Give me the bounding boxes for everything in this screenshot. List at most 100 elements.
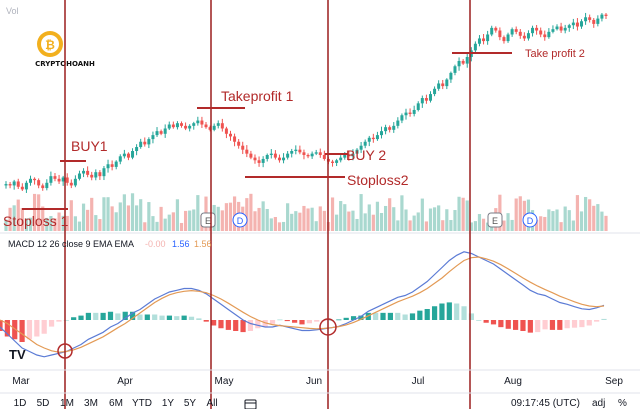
macd-hist-bar bbox=[292, 320, 298, 323]
candle-body bbox=[269, 153, 273, 155]
candle-body bbox=[131, 151, 135, 158]
volume-bar bbox=[432, 207, 437, 231]
event-marker-d[interactable]: D bbox=[232, 212, 248, 228]
volume-bar bbox=[294, 211, 298, 231]
tradingview-logo[interactable]: TV bbox=[9, 347, 26, 362]
volume-bar bbox=[412, 215, 416, 231]
range-button-1d[interactable]: 1D bbox=[14, 398, 27, 409]
candle-body bbox=[257, 160, 261, 163]
volume-bar bbox=[375, 201, 380, 231]
macd-hist-bar bbox=[48, 320, 55, 327]
macd-hist-bar bbox=[439, 303, 445, 320]
event-marker-d2[interactable]: D bbox=[522, 212, 538, 228]
volume-bar bbox=[567, 210, 571, 231]
candle-body bbox=[522, 35, 526, 39]
volume-bar bbox=[135, 205, 139, 231]
range-button-1y[interactable]: 1Y bbox=[162, 398, 175, 409]
candle-body bbox=[490, 27, 494, 35]
candle-body bbox=[571, 22, 575, 26]
macd-hist-bar bbox=[56, 320, 62, 322]
crossover-circle-2 bbox=[319, 318, 337, 336]
event-marker-e[interactable]: E bbox=[200, 212, 216, 228]
candle-body bbox=[212, 125, 216, 130]
range-button-5d[interactable]: 5D bbox=[37, 398, 50, 409]
candle-body bbox=[180, 123, 184, 126]
candle-body bbox=[224, 128, 228, 134]
candle-body bbox=[563, 27, 567, 31]
volume-bar bbox=[253, 211, 257, 231]
macd-hist-bar bbox=[78, 315, 84, 320]
volume-bar bbox=[281, 221, 286, 231]
macd-hist-bar bbox=[350, 316, 357, 320]
candle-body bbox=[86, 170, 90, 175]
volume-bar bbox=[388, 198, 392, 231]
label-buy2: BUY 2 bbox=[346, 147, 386, 163]
volume-bar bbox=[20, 208, 24, 231]
candle-body bbox=[290, 151, 294, 154]
candle-body bbox=[106, 164, 110, 169]
range-button-5y[interactable]: 5Y bbox=[184, 398, 197, 409]
volume-bar bbox=[453, 210, 457, 231]
range-button-ytd[interactable]: YTD bbox=[132, 398, 152, 409]
candle-body bbox=[126, 153, 130, 158]
macd-hist-bar bbox=[152, 314, 158, 320]
macd-hist-bar bbox=[19, 320, 25, 342]
macd-hist-bar bbox=[542, 320, 548, 330]
candle-body bbox=[163, 128, 167, 134]
volume-bar bbox=[351, 210, 355, 231]
candle-body bbox=[28, 178, 32, 183]
volume-bar bbox=[94, 215, 98, 231]
volume-bar bbox=[155, 221, 159, 231]
macd-histogram bbox=[0, 302, 607, 342]
candle-body bbox=[494, 27, 498, 31]
volume-bar bbox=[469, 222, 473, 231]
candle-body bbox=[233, 136, 237, 142]
month-label-jul: Jul bbox=[412, 376, 425, 387]
range-buttons: 1D 5D 1M 3M 6M YTD 1Y 5Y All bbox=[14, 398, 218, 409]
macd-hist-bar bbox=[122, 311, 128, 320]
volume-bar bbox=[596, 204, 600, 231]
candle-body bbox=[359, 145, 363, 150]
candle-body bbox=[286, 153, 290, 158]
volume-bar bbox=[126, 205, 131, 231]
volume-bar bbox=[428, 208, 433, 231]
footer-pct[interactable]: % bbox=[618, 398, 627, 409]
candle-body bbox=[167, 124, 171, 129]
candle-body bbox=[16, 181, 20, 187]
candle-body bbox=[273, 153, 277, 158]
macd-hist-bar bbox=[225, 320, 231, 330]
event-marker-e2[interactable]: E bbox=[487, 212, 503, 228]
candle-body bbox=[265, 154, 269, 159]
macd-hist-bar bbox=[380, 312, 386, 320]
candle-body bbox=[102, 168, 106, 177]
svg-text:₿: ₿ bbox=[45, 38, 55, 52]
macd-hist-bar bbox=[527, 320, 533, 333]
candle-body bbox=[506, 34, 510, 42]
range-button-1m[interactable]: 1M bbox=[60, 398, 74, 409]
candle-body bbox=[155, 131, 159, 136]
candle-body bbox=[420, 98, 424, 104]
volume-bar bbox=[445, 209, 449, 231]
volume-bar bbox=[543, 216, 547, 231]
range-button-all[interactable]: All bbox=[206, 398, 217, 409]
candle-body bbox=[384, 127, 388, 132]
macd-hist-bar bbox=[299, 320, 305, 325]
volume-bar bbox=[261, 201, 265, 231]
candle-body bbox=[261, 158, 265, 163]
footer-adj[interactable]: adj bbox=[592, 398, 605, 409]
volume-bar bbox=[32, 193, 37, 231]
calendar-icon[interactable] bbox=[244, 399, 257, 409]
macd-hist-bar bbox=[137, 314, 143, 320]
candle-body bbox=[294, 149, 298, 152]
candle-body bbox=[343, 154, 347, 158]
candle-body bbox=[404, 112, 408, 116]
volume-bar bbox=[416, 212, 420, 231]
volume-bar bbox=[339, 201, 343, 231]
range-button-6m[interactable]: 6M bbox=[109, 398, 123, 409]
macd-hist-bar bbox=[159, 315, 165, 320]
svg-text:E: E bbox=[205, 216, 211, 226]
macd-hist-bar bbox=[314, 320, 320, 322]
volume-bar bbox=[359, 194, 363, 231]
range-button-3m[interactable]: 3M bbox=[84, 398, 98, 409]
candle-body bbox=[400, 115, 404, 121]
